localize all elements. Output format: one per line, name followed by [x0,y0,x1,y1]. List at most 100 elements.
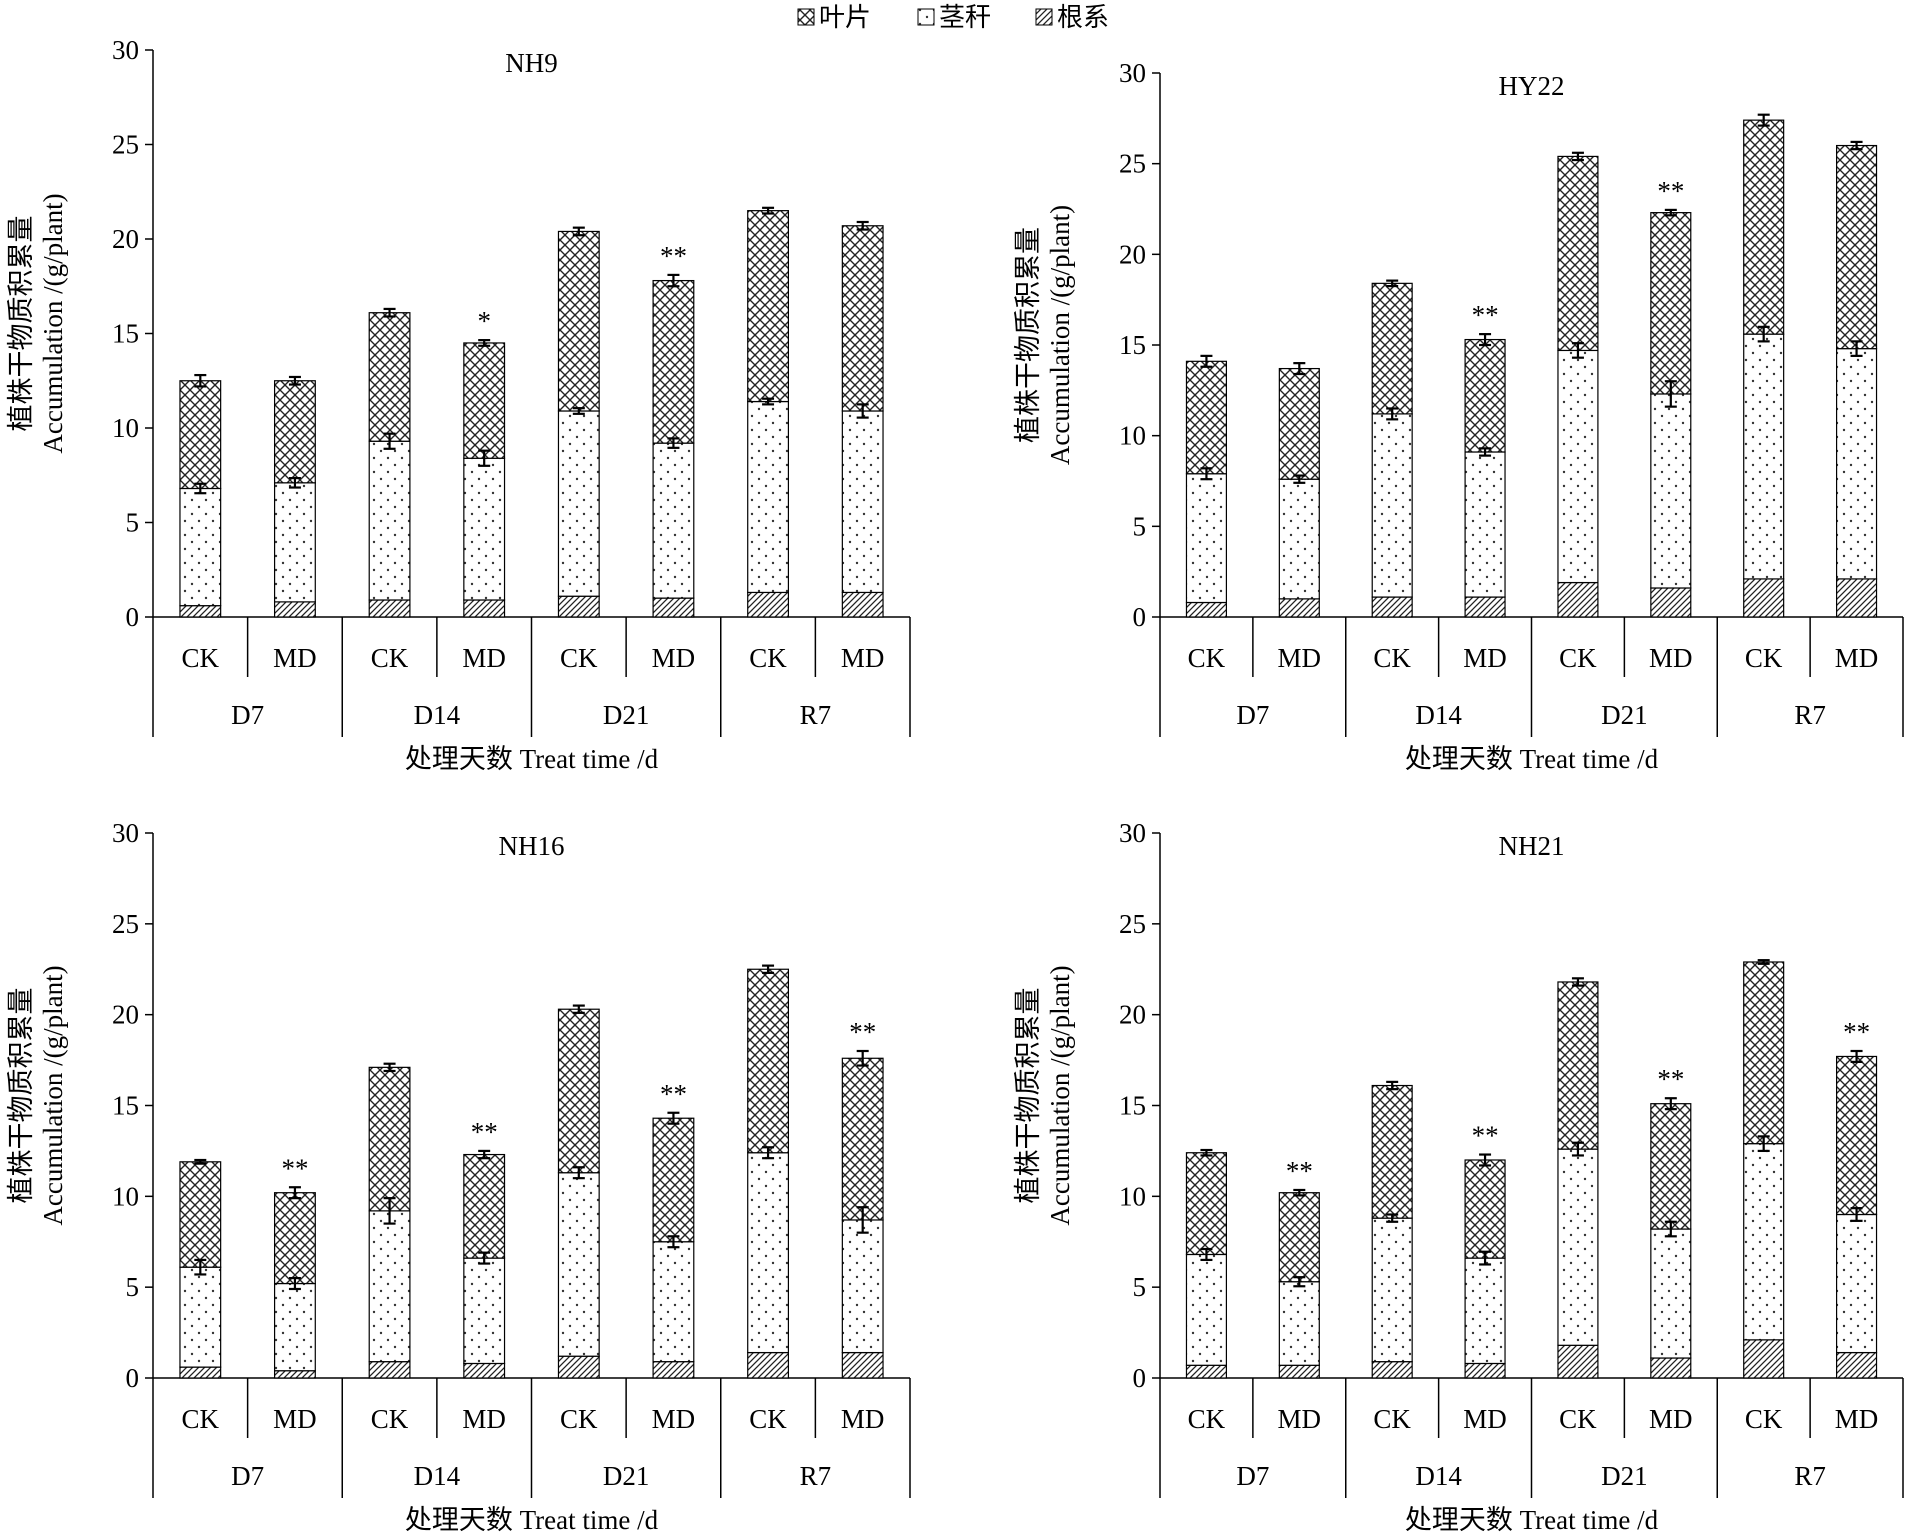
legend-item-leaf: 叶片 [797,3,871,32]
error-bar-total [1664,208,1677,217]
bar-d21-ck [557,1004,600,1379]
bar-d21-md: ** [652,241,695,618]
error-bar-total [194,373,207,388]
bar-segment-leaf [1743,961,1785,1145]
error-bar-stem [667,1235,680,1249]
y-axis-title-en: Accumulation /(g/plant) [38,193,68,453]
bar-d14-ck [368,307,411,618]
bar-segment-leaf [368,312,411,442]
bar-d14-ck [1371,1080,1413,1379]
bar-segment-leaf [1650,1103,1692,1230]
bar-segment-stem [1278,478,1320,600]
bar-segment-leaf [1185,360,1228,475]
bar-segment-root [747,1351,790,1379]
bar-d7-ck [179,373,222,618]
chart-panel-nh9: 0 5 10 15 20 25 30 CK MD CK * MD CK ** MD CK MD D7 D14 D21 R… [6,35,911,774]
error-bar-stem [1757,1135,1770,1153]
error-bar-stem [1757,325,1770,343]
bar-segment-leaf [368,1066,411,1212]
chart-title: NH9 [505,48,558,78]
bar-segment-stem [1835,1213,1878,1354]
x-group-label: D14 [414,1461,461,1491]
chart-panel-nh16: 0 5 10 15 20 25 30 CK ** MD CK ** MD CK ** MD CK ** MD D7 D1… [6,818,911,1534]
bar-r7-md: ** [841,1017,884,1379]
chart-panel-hy22: 0 5 10 15 20 25 30 CK MD CK ** MD CK ** MD CK MD D7 D14 D21… [1013,58,1904,774]
error-bar-total [1757,113,1770,127]
bar-segment-leaf [1743,119,1785,335]
error-bar-stem [572,407,585,415]
bar-segment-root [368,599,411,618]
bar-segment-root [1743,578,1785,618]
error-bar-total [572,1004,585,1014]
bar-d7-md [1278,362,1320,618]
error-bar-stem [1200,1247,1213,1262]
x-group-label: D21 [1601,700,1648,730]
bar-d7-ck [1185,354,1228,618]
bar-segment-stem [652,442,695,599]
error-bar-stem [1850,1207,1863,1222]
bar-r7-ck [747,206,790,618]
y-axis-title-en: Accumulation /(g/plant) [1045,205,1075,465]
bar-segment-root [1464,1362,1506,1379]
x-category-label: CK [1559,643,1597,673]
x-group-label: D7 [1236,1461,1269,1491]
error-bar-stem [478,1251,491,1265]
bar-segment-stem [652,1241,695,1363]
legend-swatch-root [1035,8,1053,26]
y-axis-title-zh: 植株干物质积累量 [6,216,36,432]
bar-d21-md: ** [1650,1064,1692,1379]
legend-label-leaf: 叶片 [819,3,871,32]
error-bar-stem [383,1197,396,1225]
y-axis-title-zh: 植株干物质积累量 [6,988,36,1204]
x-category-label: CK [1188,643,1226,673]
significance-marker: ** [660,241,687,271]
bar-d14-md: * [463,306,506,618]
error-bar-total [667,273,680,288]
bar-d7-ck [179,1158,222,1379]
x-axis-title: 处理天数 Treat time /d [405,744,659,774]
y-tick-label: 15 [1119,330,1146,360]
error-bar-total [572,226,585,237]
x-category-label: MD [1649,1404,1693,1434]
bar-segment-stem [747,1152,790,1354]
bar-segment-leaf [652,279,695,444]
bar-segment-root [273,601,316,618]
bar-segment-root [463,599,506,618]
error-bar-total [1571,151,1584,162]
legend: 叶片 茎秆 根系 [797,3,1109,32]
bar-segment-stem [1371,1217,1413,1363]
bar-d14-ck [368,1062,411,1379]
bar-segment-leaf [841,1057,884,1221]
chart-title: NH16 [499,831,565,861]
legend-item-root: 根系 [1035,3,1109,32]
bar-segment-stem [1650,393,1692,589]
y-tick-label: 25 [112,909,139,939]
bar-r7-ck [1743,113,1785,618]
legend-label-root: 根系 [1057,3,1109,32]
y-axis-title-en: Accumulation /(g/plant) [38,965,68,1225]
bar-r7-md: ** [1835,1017,1878,1379]
bar-segment-stem [463,1257,506,1365]
chart-title: HY22 [1499,71,1565,101]
x-axis-title: 处理天数 Treat time /d [405,1505,659,1534]
bar-segment-leaf [557,1008,600,1174]
bar-segment-stem [1557,1148,1599,1346]
x-category-label: CK [749,643,787,673]
significance-marker: ** [1472,1121,1499,1151]
bar-r7-ck [1743,959,1785,1379]
bar-segment-root [368,1361,411,1379]
bar-segment-root [1650,587,1692,618]
error-bar-total [288,1186,301,1200]
bar-segment-stem [273,482,316,603]
bar-d7-md: ** [1278,1156,1320,1379]
significance-marker: ** [471,1117,498,1147]
error-bar-stem [856,403,869,419]
error-bar-stem [194,482,207,495]
bar-r7-md [1835,140,1878,618]
bar-segment-root [1835,1351,1878,1379]
bar-segment-stem [1464,1257,1506,1365]
bar-d7-ck [1185,1148,1228,1379]
bar-segment-leaf [179,1161,222,1268]
y-tick-label: 25 [112,130,139,160]
y-axis-title-zh: 植株干物质积累量 [1013,988,1043,1204]
